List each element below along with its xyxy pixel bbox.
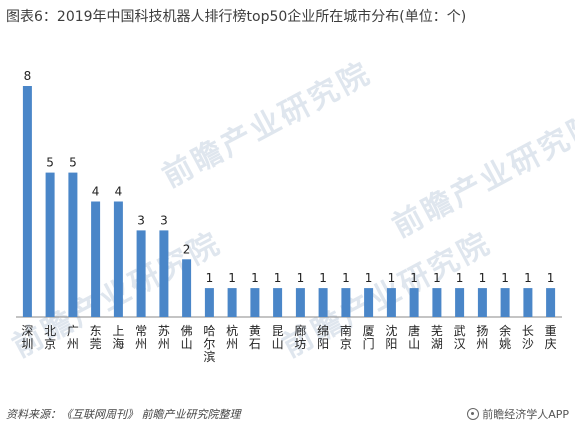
category-label-0: 深圳 [21,324,33,351]
category-label-22: 长沙 [522,324,534,351]
data-label-3: 4 [92,185,100,199]
category-label-2: 广州 [67,324,79,351]
bar-21 [500,288,510,317]
data-label-13: 1 [319,271,327,285]
category-label-20: 扬州 [476,323,488,351]
data-label-1: 5 [46,156,54,170]
category-label-18: 芜湖 [431,324,443,351]
bar-16 [386,288,396,317]
category-label-8: 哈尔滨 [203,324,215,364]
bar-23 [546,288,556,317]
bar-10 [250,288,260,317]
bar-4 [113,201,123,317]
bar-22 [523,288,533,317]
category-label-16: 沈阳 [385,323,397,351]
data-label-7: 2 [183,242,191,256]
category-label-4: 上海 [112,324,124,351]
category-label-17: 唐山 [408,323,420,351]
data-label-14: 1 [342,271,350,285]
bar-12 [295,288,305,317]
bar-0 [22,86,32,317]
brand-logo-icon [467,408,480,420]
bar-15 [364,288,374,317]
bar-18 [432,288,442,317]
category-label-7: 佛山 [181,324,193,351]
category-label-10: 黄石 [249,324,261,351]
bar-3 [91,201,101,317]
data-label-17: 1 [410,271,418,285]
bar-9 [227,288,237,317]
data-label-9: 1 [228,271,236,285]
category-label-13: 绵阳 [317,324,329,351]
bar-11 [273,288,283,317]
category-label-3: 东莞 [90,324,102,351]
data-label-0: 8 [24,69,32,83]
bar-19 [455,288,465,317]
data-label-21: 1 [501,271,509,285]
bar-5 [136,230,146,317]
category-label-21: 余姚 [499,323,511,351]
data-label-12: 1 [297,271,305,285]
source-note: 资料来源：《互联网周刊》 前瞻产业研究院整理 [6,408,241,421]
brand-label: 前瞻经济学人APP [467,406,569,422]
data-label-18: 1 [433,271,441,285]
data-label-8: 1 [206,271,214,285]
brand-name: 前瞻经济学人APP [482,408,569,421]
bar-8 [204,288,214,317]
category-label-5: 常州 [135,324,147,351]
data-label-5: 3 [137,213,145,227]
bar-2 [68,172,78,317]
category-label-14: 南京 [340,323,352,351]
data-label-2: 5 [69,156,77,170]
category-label-23: 重庆 [545,324,557,351]
data-label-6: 3 [160,213,168,227]
bar-13 [318,288,328,317]
category-label-6: 苏州 [158,324,170,351]
bar-1 [45,172,55,317]
data-label-16: 1 [388,271,396,285]
data-label-20: 1 [479,271,487,285]
category-label-12: 廊坊 [294,323,306,351]
data-label-19: 1 [456,271,464,285]
chart-title: 图表6：2019年中国科技机器人排行榜top50企业所在城市分布(单位：个) [6,9,467,25]
category-label-11: 昆山 [272,324,284,351]
bar-7 [182,259,192,318]
data-label-23: 1 [547,271,555,285]
category-label-15: 厦门 [363,324,375,351]
data-label-11: 1 [274,271,282,285]
bar-17 [409,288,419,317]
data-label-10: 1 [251,271,259,285]
data-label-4: 4 [115,185,123,199]
category-label-9: 杭州 [226,323,238,351]
data-label-15: 1 [365,271,373,285]
bar-6 [159,230,169,317]
bar-20 [477,288,487,317]
bar-14 [341,288,351,317]
category-label-1: 北京 [44,324,56,351]
category-label-19: 武汉 [454,324,466,351]
data-label-22: 1 [524,271,532,285]
